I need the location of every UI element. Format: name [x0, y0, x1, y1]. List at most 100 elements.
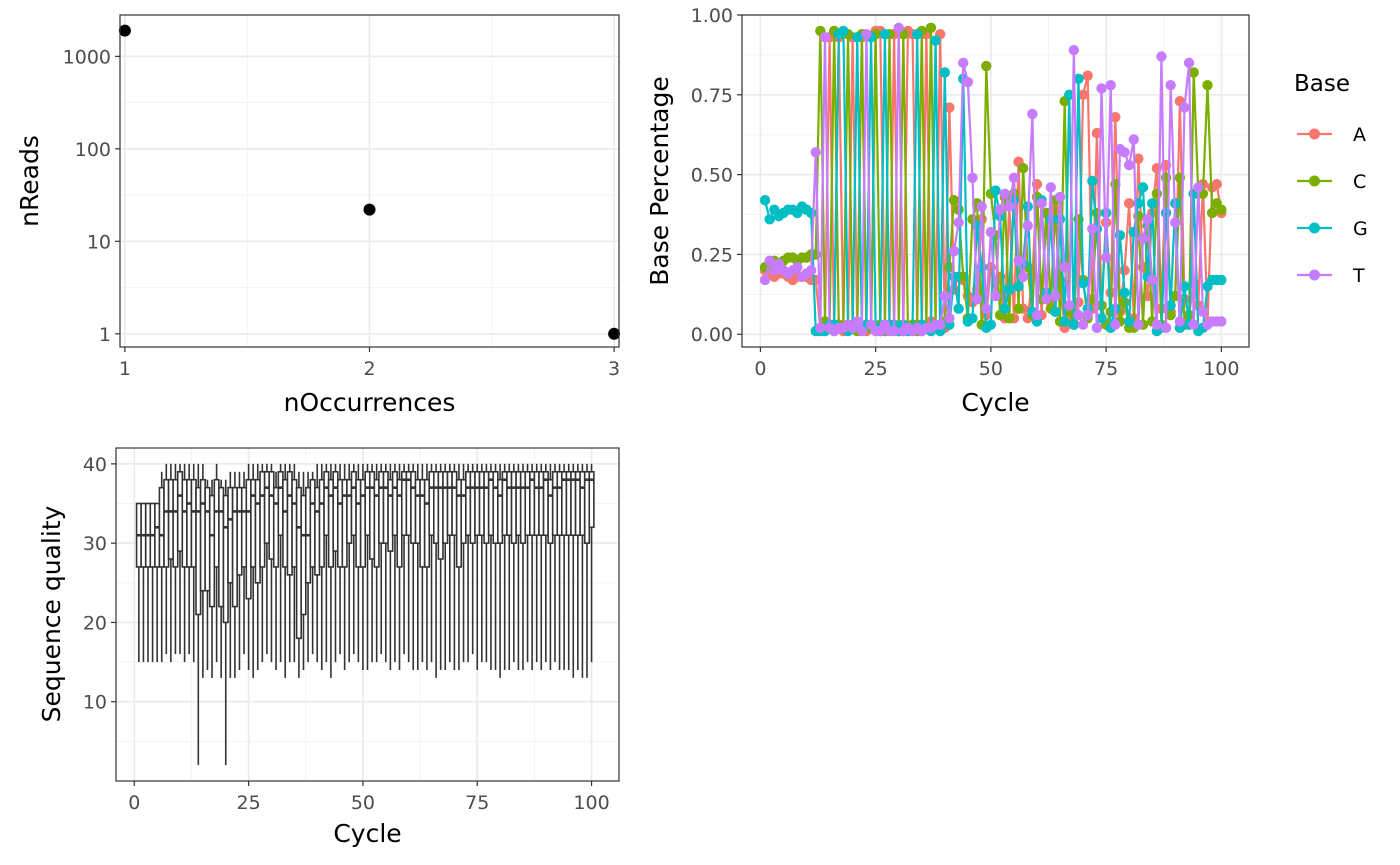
series-t-point	[815, 322, 826, 334]
series-g-point	[852, 32, 863, 43]
series-g-point	[838, 25, 849, 37]
series-t-point	[1165, 80, 1176, 91]
occurrences-point	[608, 327, 621, 340]
series-t-point	[1087, 223, 1098, 235]
series-t-point	[1179, 102, 1190, 113]
series-c-point	[1188, 67, 1199, 78]
series-t-point	[1091, 322, 1103, 334]
series-t-point	[971, 293, 983, 305]
series-c-point	[1013, 303, 1024, 314]
series-t-point	[1156, 51, 1167, 62]
base-composition-x-tick-label: 25	[864, 358, 888, 380]
series-t-point	[990, 290, 1001, 302]
sequence-quality-x-tick-label: 100	[573, 792, 609, 814]
base-composition-panel: 0 25 50 75 100 0.00 0.25 0.50 0.75 1.00 Cycle Bas…	[645, 5, 1250, 417]
series-t-point	[1100, 252, 1112, 263]
series-t-point	[1022, 220, 1033, 231]
occurrences-panel: 1 2 3 1 10 100 1000 nOccurrences nReads	[15, 14, 621, 417]
series-g-point	[1165, 300, 1176, 311]
sequence-quality-y-tick-label: 10	[83, 692, 107, 714]
series-g-point	[1096, 313, 1107, 324]
series-g-point	[990, 185, 1001, 196]
legend-item-a: A	[1297, 124, 1366, 146]
series-c-point	[1202, 80, 1213, 91]
occurrences-point	[118, 24, 131, 37]
legend-label: A	[1353, 124, 1366, 146]
series-t-point	[1059, 261, 1070, 273]
series-t-point	[1119, 147, 1130, 158]
base-legend: Base A C G T	[1294, 71, 1368, 287]
series-t-point	[1008, 172, 1020, 184]
series-c-point	[1206, 207, 1218, 219]
series-g-point	[911, 28, 923, 40]
occurrences-x-tick-label: 3	[608, 358, 620, 380]
legend-swatch-point	[1309, 222, 1320, 234]
series-t-point	[948, 246, 960, 257]
base-composition-x-tick-label: 100	[1203, 358, 1239, 380]
series-g-point	[1013, 281, 1024, 292]
series-g-point	[1147, 198, 1158, 209]
series-g-point	[1073, 73, 1084, 85]
series-t-point	[1128, 134, 1139, 145]
series-t-point	[1151, 319, 1163, 330]
series-t-point	[856, 325, 868, 337]
series-t-point	[1073, 309, 1084, 321]
occurrences-y-axis-title: nReads	[15, 135, 44, 227]
series-c-point	[981, 60, 992, 72]
series-t-point	[1082, 309, 1093, 321]
series-t-point	[1077, 319, 1089, 330]
series-g-point	[1050, 306, 1061, 318]
series-g-point	[1045, 214, 1057, 225]
series-t-point	[792, 261, 803, 273]
sequence-quality-y-tick-label: 40	[83, 454, 107, 476]
series-a-point	[1110, 111, 1121, 123]
series-g-point	[1119, 287, 1130, 298]
series-g-point	[939, 67, 950, 78]
series-g-point	[764, 214, 775, 225]
series-g-point	[1137, 182, 1149, 193]
base-composition-y-tick-label: 0.75	[691, 85, 733, 107]
series-t-point	[1197, 306, 1209, 318]
series-t-point	[1110, 319, 1121, 330]
series-t-point	[1041, 293, 1052, 305]
series-t-point	[764, 255, 775, 267]
quality-box	[346, 463, 353, 663]
quality-box	[556, 463, 563, 670]
series-t-point	[819, 32, 831, 43]
legend-swatch-point	[1309, 128, 1320, 140]
series-c-point	[1216, 204, 1227, 215]
series-g-point	[953, 303, 964, 314]
base-composition-x-tick-label: 50	[979, 358, 1003, 380]
occurrences-x-tick-label: 2	[363, 358, 375, 380]
series-g-point	[759, 194, 771, 206]
series-c-point	[1165, 309, 1176, 321]
legend-swatch-point	[1309, 269, 1320, 281]
series-c-point	[1004, 313, 1015, 324]
series-t-point	[861, 28, 872, 40]
sequence-quality-x-tick-label: 50	[351, 792, 375, 814]
series-g-point	[1059, 316, 1070, 327]
series-g-point	[1128, 226, 1139, 238]
series-g-point	[1216, 274, 1227, 286]
series-a-point	[944, 102, 955, 113]
series-g-point	[1123, 316, 1135, 327]
series-g-point	[1004, 284, 1015, 295]
quality-box	[588, 463, 595, 663]
series-t-point	[1036, 198, 1047, 209]
series-g-point	[999, 303, 1010, 314]
series-t-point	[1027, 108, 1038, 120]
occurrences-y-tick-label: 10	[87, 231, 111, 253]
sequence-quality-panel: 0 25 50 75 100 10 20 30 40 Cycle Sequence qualit…	[37, 447, 620, 848]
series-t-point	[1105, 80, 1116, 91]
series-g-point	[1077, 277, 1089, 289]
series-a-point	[1119, 265, 1130, 276]
series-a-point	[1133, 153, 1144, 164]
series-t-point	[810, 147, 821, 158]
base-composition-x-tick-label: 0	[754, 358, 766, 380]
series-g-point	[1160, 207, 1172, 219]
base-composition-x-tick-label: 75	[1094, 358, 1118, 380]
series-t-point	[985, 226, 997, 238]
series-t-point	[1004, 201, 1015, 212]
series-t-point	[1216, 316, 1227, 327]
